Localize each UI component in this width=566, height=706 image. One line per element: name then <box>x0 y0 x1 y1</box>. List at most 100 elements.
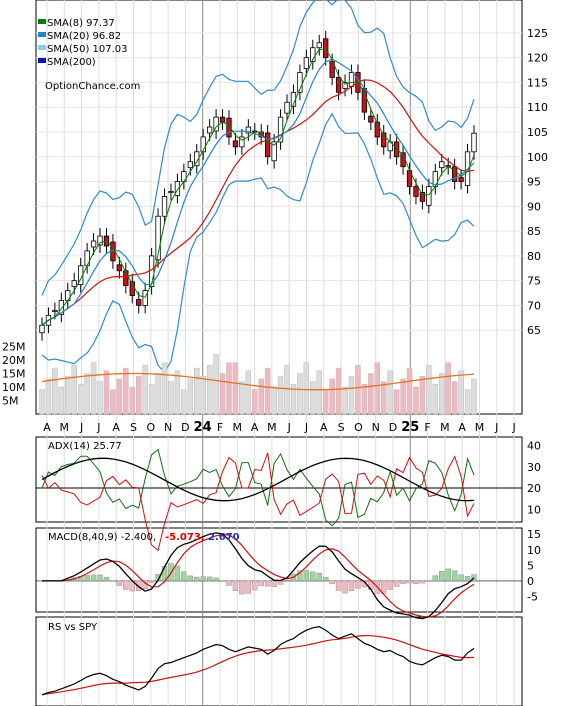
candle-body <box>297 72 303 93</box>
watermark: OptionChance.com <box>45 81 140 92</box>
price-tick-label: 125 <box>527 27 548 40</box>
candle-body <box>232 140 239 148</box>
candle-body <box>97 235 103 246</box>
panel-frame <box>35 616 523 706</box>
macd-hist-label: 2.670 <box>208 532 240 543</box>
volume-bar <box>135 375 142 415</box>
x-tick-label: J <box>96 421 100 434</box>
sma8-line <box>41 48 475 326</box>
macd-hist-bar <box>439 571 445 582</box>
volume-bar <box>252 389 258 415</box>
macd-hist-bar <box>219 580 226 582</box>
volume-bar <box>284 365 290 415</box>
price-tick-label: 75 <box>527 275 541 288</box>
candle-body <box>174 181 181 196</box>
volume-bar <box>155 373 161 415</box>
macd-hist-bar <box>323 577 329 582</box>
macd-hist-bar <box>252 580 258 591</box>
candle-body <box>142 290 148 306</box>
price-tick-label: 65 <box>527 324 541 337</box>
x-tick-label: M <box>60 421 70 434</box>
macd-hist-bar <box>90 574 97 582</box>
volume-bar <box>368 373 374 415</box>
x-tick-label: S <box>338 421 345 434</box>
volume-tick-label: 20M <box>2 354 26 367</box>
volume-bar <box>471 378 477 415</box>
volume-bar <box>400 378 406 415</box>
candle-body <box>52 309 58 312</box>
price-tick-label: 95 <box>527 176 541 189</box>
macd-hist-bar <box>258 580 264 587</box>
macd-hist-bar <box>181 571 187 582</box>
macd-hist-bar <box>264 580 271 587</box>
price-tick-label: 105 <box>527 126 548 139</box>
candle-body <box>161 196 168 217</box>
macd-hist-bar <box>213 577 219 582</box>
adx-label: ADX(14) 25.77 <box>48 441 122 452</box>
macd-tick-label: -5 <box>527 590 538 603</box>
volume-bar <box>458 370 464 415</box>
macd-hist-bar <box>206 576 213 582</box>
volume-bar <box>413 386 419 415</box>
x-tick-label: J <box>304 421 308 434</box>
adx-line <box>41 457 475 502</box>
volume-bar <box>355 365 361 415</box>
volume-bar <box>84 373 90 415</box>
volume-bar <box>380 381 387 415</box>
macd-hist-bar <box>271 580 277 588</box>
volume-bar <box>297 373 303 415</box>
volume-average-line <box>41 372 475 391</box>
candle-body <box>39 324 45 334</box>
candle-body <box>374 121 380 138</box>
candle-body <box>194 151 200 167</box>
candle-body <box>471 132 477 153</box>
legend-entry: SMA(8) 97.37 <box>47 18 115 29</box>
macd-hist-bar <box>136 580 142 591</box>
macd-hist-bar <box>387 580 393 590</box>
macd-hist-bar <box>123 580 129 590</box>
candle-body <box>310 47 316 63</box>
x-tick-label: J <box>79 421 83 434</box>
volume-bar <box>277 375 284 415</box>
x-tick-label: A <box>458 421 466 434</box>
volume-bar <box>264 367 271 415</box>
x-tick-label: M <box>233 421 243 434</box>
x-tick-label: J <box>494 421 498 434</box>
volume-bar <box>348 375 355 415</box>
macd-hist-bar <box>232 580 239 592</box>
volume-bar <box>52 367 58 415</box>
volume-bar <box>303 362 310 415</box>
macd-hist-bar <box>413 580 419 584</box>
candle-body <box>265 132 271 158</box>
volume-bar <box>464 389 471 415</box>
macd-tick-label: 10 <box>527 544 541 557</box>
volume-bar <box>161 362 168 415</box>
candle-body <box>342 82 348 89</box>
macd-hist-bar <box>419 580 426 584</box>
macd-hist-bar <box>342 580 348 594</box>
x-tick-label: M <box>475 421 485 434</box>
candle-body <box>426 186 432 206</box>
x-tick-label: J <box>287 421 291 434</box>
candle-body <box>239 136 245 148</box>
legend-entry: SMA(20) 96.82 <box>47 31 121 42</box>
macd-hist-bar <box>393 580 400 587</box>
volume-bar <box>206 365 213 415</box>
volume-bar <box>258 378 264 415</box>
adx-panel: 10 20 30 40 <box>36 440 541 552</box>
rs-label: RS vs SPY <box>48 622 98 633</box>
volume-bar <box>406 367 413 415</box>
volume-bar <box>213 354 219 415</box>
candle-body <box>458 177 464 182</box>
macd-hist-bar <box>310 571 316 582</box>
macd-panel: -5 0 5 10 15 <box>36 528 541 620</box>
volume-bar <box>168 381 174 415</box>
x-tick-label: N <box>372 421 380 434</box>
volume-bar <box>361 384 368 415</box>
macd-hist-bar <box>194 576 200 582</box>
volume-bar <box>187 378 194 415</box>
x-tick-label: O <box>354 421 363 434</box>
price-legend: SMA(8) 97.37 SMA(20) 96.82 SMA(50) 107.03 S… <box>38 18 140 92</box>
